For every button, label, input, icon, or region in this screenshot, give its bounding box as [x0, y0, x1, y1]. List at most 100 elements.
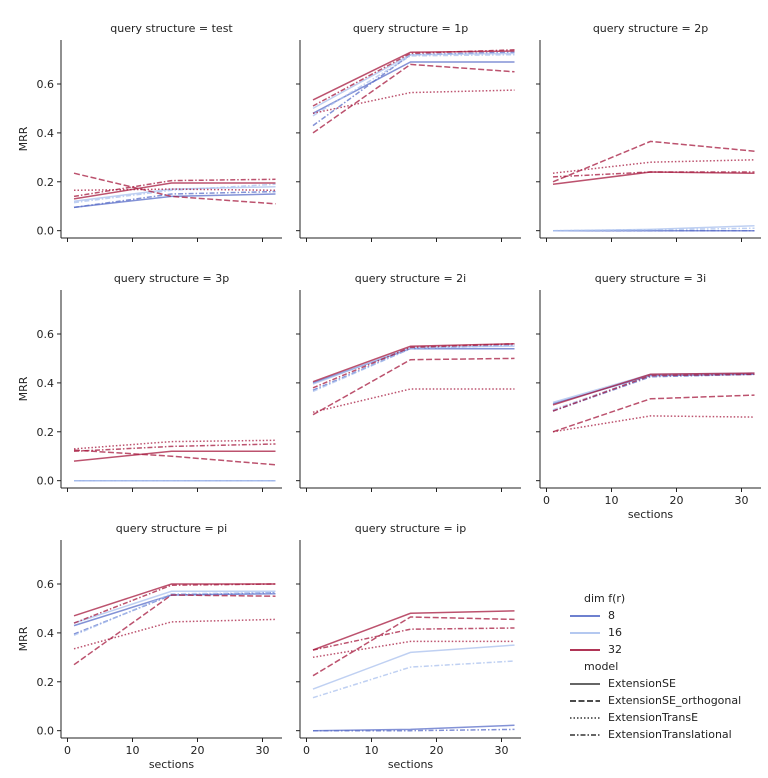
facet-panel: query structure = ip 0 10 20 30 sections: [296, 522, 521, 771]
series-line-extensiontranslational-dim-8: [313, 728, 515, 732]
y-tick-label: 0.6: [37, 78, 55, 91]
legend-item-dim-32: 32: [570, 641, 741, 658]
legend-swatch-dotted: [570, 716, 600, 719]
series-line-extensiontranslational-dim-32: [73, 583, 276, 624]
x-tick-label: 0: [543, 494, 550, 507]
series-line-extensiontranse-dim-32: [73, 439, 276, 450]
series-line-extensionse-dim-16: [312, 52, 515, 110]
legend-label: 32: [608, 643, 622, 656]
legend-label: ExtensionSE_orthogonal: [608, 694, 742, 707]
legend-style-title: model: [584, 660, 619, 673]
legend-swatch-dim-8: [570, 614, 600, 617]
panel-title: query structure = 3i: [595, 272, 706, 285]
y-tick-label: 0.6: [37, 578, 55, 591]
series-line-extensionse-orthogonal-dim-32: [552, 394, 755, 433]
series-line-extensiontranse-dim-32: [552, 415, 755, 433]
series-line-extensionse-orthogonal-dim-32: [312, 357, 515, 416]
legend-label: ExtensionSE: [608, 677, 676, 690]
series-line-extensionse-dim-32: [312, 343, 515, 383]
series-line-extensionse-orthogonal-dim-32: [73, 594, 276, 666]
y-tick-label: 0.0: [37, 725, 55, 738]
legend-label: ExtensionTranslational: [608, 728, 732, 741]
series-line-extensiontranslational-dim-16: [552, 372, 755, 411]
legend-swatch-dim-16: [570, 631, 600, 634]
y-axis-label: MRR: [17, 626, 30, 651]
series-line-extensiontranslational-dim-32: [73, 178, 276, 198]
series-line-extensiontranslational-dim-16: [73, 183, 276, 204]
y-tick-label: 0.0: [37, 225, 55, 238]
legend-swatch-dashdot: [570, 733, 600, 736]
series-line-extensiontranslational-dim-16: [312, 344, 515, 393]
series-line-extensionse-dim-32: [312, 610, 515, 651]
series-line-extensiontranslational-dim-32: [73, 443, 276, 453]
y-axis-label: MRR: [17, 126, 30, 151]
legend-label: 16: [608, 626, 622, 639]
series-line-extensionse-dim-32: [73, 182, 276, 200]
series-line-extensionse-orthogonal-dim-32: [73, 449, 276, 466]
panel-title: query structure = ip: [355, 522, 466, 535]
x-tick-label: 30: [735, 494, 749, 507]
legend-swatch-solid: [570, 682, 600, 685]
legend-label: 8: [608, 609, 615, 622]
series-line-extensiontranslational-dim-8: [312, 344, 515, 391]
legend-hue-title: dim f(r): [584, 592, 626, 605]
series-line-extensionse-dim-32: [552, 171, 755, 185]
facet-panel: query structure = 3p 0.0 0.2 0.4 0.6 MRR: [17, 272, 282, 492]
series-line-extensionse-orthogonal-dim-32: [312, 63, 515, 134]
facet-panel: query structure = 1p: [296, 22, 521, 242]
x-tick-label: 10: [605, 494, 619, 507]
series-line-extensiontranse-dim-32: [312, 89, 515, 115]
x-tick-label: 10: [126, 744, 140, 757]
series-line-extensiontranslational-dim-8: [73, 190, 276, 209]
facet-panel: query structure = 2i: [296, 272, 521, 492]
series-line-extensiontranslational-dim-16: [312, 660, 515, 699]
series-line-extensiontranslational-dim-16: [552, 227, 755, 232]
series-line-extensionse-dim-16: [73, 590, 276, 624]
x-axis-label: sections: [149, 758, 195, 771]
series-line-extensionse-dim-8: [73, 593, 276, 627]
series-line-extensiontranslational-dim-32: [312, 627, 515, 651]
x-tick-label: 20: [430, 744, 444, 757]
y-tick-label: 0.4: [37, 627, 55, 640]
panel-title: query structure = pi: [116, 522, 227, 535]
series-line-extensionse-dim-32: [552, 372, 755, 406]
x-tick-label: 30: [495, 744, 509, 757]
y-tick-label: 0.4: [37, 377, 55, 390]
x-tick-label: 20: [670, 494, 684, 507]
legend-item-extensionse-orthogonal: ExtensionSE_orthogonal: [570, 692, 741, 709]
facet-panel: query structure = 2p: [536, 22, 761, 242]
legend-item-dim-16: 16: [570, 624, 741, 641]
series-line-extensiontranslational-dim-32: [312, 343, 515, 389]
legend-label: ExtensionTransE: [608, 711, 699, 724]
series-line-extensionse-dim-16: [73, 185, 276, 203]
series-line-extensiontranse-dim-32: [312, 640, 515, 659]
panel-title: query structure = 2i: [355, 272, 466, 285]
series-line-extensiontranse-dim-32: [312, 388, 515, 413]
y-tick-label: 0.0: [37, 475, 55, 488]
legend-item-extensiontranse: ExtensionTransE: [570, 709, 741, 726]
panel-title: query structure = 2p: [593, 22, 708, 35]
legend-item-extensionse: ExtensionSE: [570, 675, 741, 692]
series-line-extensionse-dim-32: [73, 450, 276, 462]
legend-item-dim-8: 8: [570, 607, 741, 624]
legend-item-extensiontranslational: ExtensionTranslational: [570, 726, 741, 743]
series-line-extensiontranse-dim-32: [552, 159, 755, 174]
series-line-extensionse-dim-8: [73, 193, 276, 209]
facet-panel: query structure = 3i 0 10 20 30 sections: [536, 272, 761, 521]
facet-panel: query structure = pi 0.0 0.2 0.4 0.6 0 10 20 30 s…: [17, 522, 282, 771]
x-tick-label: 0: [64, 744, 71, 757]
y-tick-label: 0.2: [37, 426, 55, 439]
series-line-extensiontranslational-dim-8: [312, 51, 515, 127]
x-tick-label: 10: [365, 744, 379, 757]
series-line-extensionse-orthogonal-dim-32: [312, 616, 515, 677]
legend-swatch-dim-32: [570, 648, 600, 651]
series-line-extensiontranse-dim-32: [73, 618, 276, 650]
series-line-extensiontranslational-dim-8: [552, 373, 755, 412]
series-line-extensiontranslational-dim-16: [73, 591, 276, 636]
y-tick-label: 0.2: [37, 176, 55, 189]
facet-panel: query structure = test 0.0 0.2 0.4 0.6 MRR: [17, 22, 282, 242]
series-line-extensionse-orthogonal-dim-32: [552, 140, 755, 183]
series-line-extensiontranse-dim-32: [73, 188, 276, 192]
x-tick-label: 30: [256, 744, 270, 757]
